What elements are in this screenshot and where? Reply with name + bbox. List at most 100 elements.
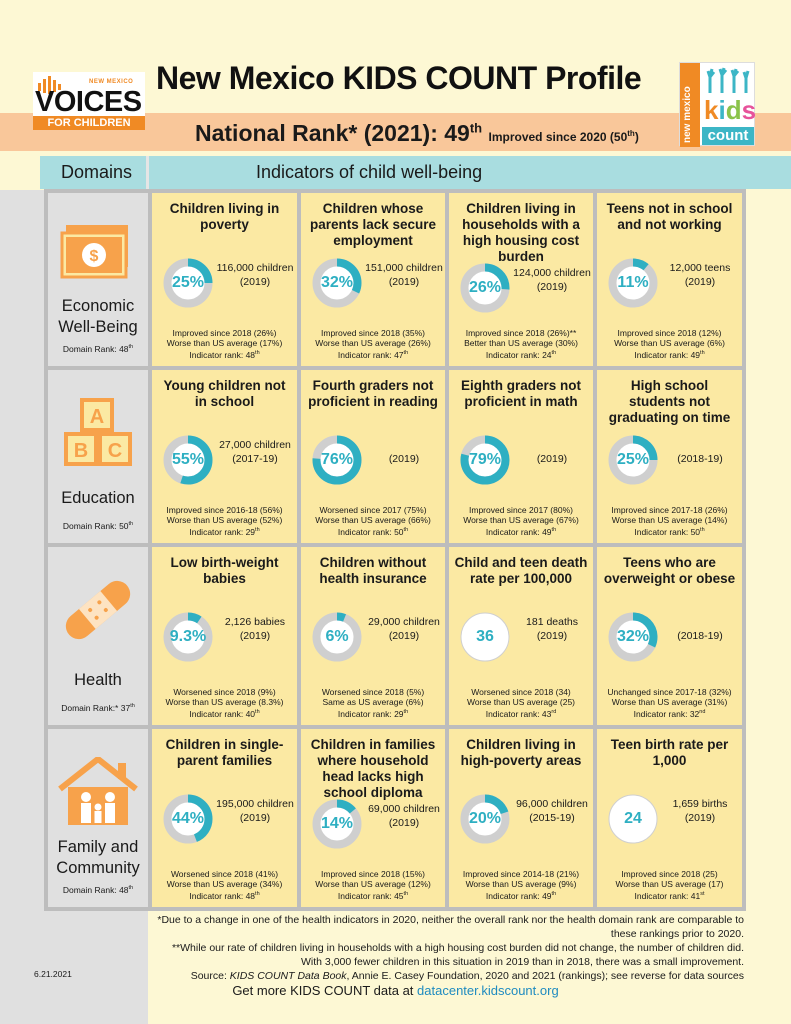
domain-cell-education: A B C Education Domain Rank: 50th bbox=[48, 370, 148, 543]
indicator-cell-child-and-teen-death-rate-per-100-000: Child and teen death rate per 100,000 36 1… bbox=[449, 547, 593, 725]
indicator-value: 24 bbox=[624, 810, 642, 827]
indicator-cell-young-children-not-in-school: Young children not in school 55% 27,000 ch… bbox=[152, 370, 297, 543]
indicator-cell-teens-who-are-overweight-or-obese: Teens who are overweight or obese 32% (201… bbox=[597, 547, 742, 725]
indicator-value: 20% bbox=[468, 810, 502, 827]
indicator-notes: Improved since 2017 (80%) Worse than US a… bbox=[463, 505, 579, 537]
percent-donut bbox=[163, 794, 213, 844]
indicator-value: 14% bbox=[320, 815, 354, 832]
page-title: New Mexico KIDS COUNT Profile bbox=[156, 60, 642, 96]
domain-name: Economic Well-Being bbox=[58, 297, 138, 336]
indicator-notes: Worsened since 2017 (75%) Worse than US a… bbox=[315, 505, 431, 537]
indicator-title: Children in families where household hea… bbox=[310, 737, 436, 800]
indicators-header: Indicators of child well-being bbox=[256, 162, 483, 182]
indicator-notes: Improved since 2018 (35%) Worse than US a… bbox=[315, 328, 431, 360]
domain-name: Family and Community bbox=[56, 838, 140, 877]
indicator-count: (2018-19) bbox=[677, 630, 723, 642]
indicator-value: 76% bbox=[320, 451, 354, 468]
national-rank: National Rank* (2021): 49th Improved sin… bbox=[195, 120, 639, 146]
donut-fill bbox=[460, 794, 510, 844]
donut-fill bbox=[312, 799, 362, 849]
indicator-value: 36 bbox=[476, 628, 494, 645]
domain-name: Health bbox=[74, 671, 122, 689]
indicator-value: 6% bbox=[325, 628, 349, 645]
indicator-value: 25% bbox=[171, 274, 205, 291]
percent-donut bbox=[312, 799, 362, 849]
indicator-cell-children-living-in-poverty: Children living in poverty 25% 116,000 chi… bbox=[152, 193, 297, 366]
logo-new-mexico: NEW MEXICO bbox=[89, 79, 134, 85]
domain-rank: Domain Rank:* 37th bbox=[61, 703, 135, 713]
indicator-cell-high-school-students-not-graduating-on-time: High school students not graduating on t… bbox=[597, 370, 742, 543]
indicator-grid: $ Economic Well-Being Domain Rank: 48th Chil… bbox=[44, 189, 746, 911]
indicator-count: 2,126 babies (2019) bbox=[224, 616, 286, 642]
indicator-title: Fourth graders not proficient in reading bbox=[308, 378, 438, 409]
indicator-title: Low birth-weight babies bbox=[170, 555, 279, 586]
value-circle bbox=[608, 794, 658, 844]
indicator-count: 116,000 children (2019) bbox=[216, 262, 294, 288]
donut-fill bbox=[608, 435, 658, 485]
more-data-line: Get more KIDS COUNT data at datacenter.k… bbox=[232, 983, 559, 998]
percent-donut bbox=[312, 258, 362, 308]
kidscount-link[interactable]: datacenter.kidscount.org bbox=[417, 983, 559, 998]
voices-for-children-logo: NEW MEXICO VOICES FOR CHILDREN bbox=[33, 72, 145, 130]
donut-fill bbox=[163, 435, 213, 485]
indicator-value: 26% bbox=[468, 279, 502, 296]
donut-fill bbox=[608, 612, 658, 662]
raised-hands-icon bbox=[706, 67, 750, 93]
indicator-cell-teens-not-in-school-and-not-working: Teens not in school and not working 11% 12… bbox=[597, 193, 742, 366]
indicator-title: Children in single-parent families bbox=[165, 737, 284, 768]
logo-voices: VOICES bbox=[35, 86, 142, 118]
svg-text:B: B bbox=[74, 440, 88, 462]
domain-name: Education bbox=[61, 489, 135, 507]
indicator-value: 32% bbox=[616, 628, 650, 645]
indicator-count: 29,000 children (2019) bbox=[368, 616, 440, 642]
indicator-cell-teen-birth-rate-per-1-000: Teen birth rate per 1,000 24 1,659 births(… bbox=[597, 729, 742, 907]
indicator-cell-low-birth-weight-babies: Low birth-weight babies 9.3% 2,126 babies(… bbox=[152, 547, 297, 725]
indicator-title: Children living in households with a hig… bbox=[462, 201, 580, 264]
indicator-title: Children living in high-poverty areas bbox=[460, 737, 582, 768]
indicator-count: 69,000 children (2019) bbox=[368, 803, 440, 829]
indicator-cell-children-without-health-insurance: Children without health insurance 6% 29,00… bbox=[301, 547, 445, 725]
logo-for-children: FOR CHILDREN bbox=[33, 116, 145, 130]
domain-rank: Domain Rank: 48th bbox=[62, 885, 134, 895]
donut-fill bbox=[163, 258, 213, 308]
indicator-value: 11% bbox=[617, 274, 649, 291]
percent-donut bbox=[460, 263, 510, 313]
indicator-cell-fourth-graders-not-proficient-in-reading: Fourth graders not proficient in reading… bbox=[301, 370, 445, 543]
indicator-count: (2019) bbox=[388, 453, 420, 465]
footnote-1: *Due to a change in one of the health in… bbox=[157, 914, 744, 940]
indicator-count: 151,000 children (2019) bbox=[365, 262, 443, 288]
indicator-notes: Improved since 2018 (26%) Worse than US a… bbox=[166, 328, 283, 360]
indicator-count: 195,000 children (2019) bbox=[216, 798, 294, 824]
logo-side-text: new mexico bbox=[682, 86, 693, 143]
indicator-notes: Improved since 2017-18 (26%) Worse than U… bbox=[611, 505, 728, 537]
donut-fill bbox=[608, 258, 658, 308]
footnote-2: **While our rate of children living in h… bbox=[171, 942, 744, 968]
indicator-title: Young children not in school bbox=[163, 378, 286, 409]
percent-donut bbox=[312, 435, 362, 485]
indicator-title: Teens not in school and not working bbox=[606, 201, 733, 232]
indicator-notes: Improved since 2018 (15%) Worse than US a… bbox=[315, 869, 431, 901]
house-family-icon bbox=[56, 755, 140, 827]
indicator-notes: Worsened since 2018 (5%) Same as US avera… bbox=[321, 687, 425, 719]
indicator-count: 1,659 births (2019) bbox=[672, 798, 728, 824]
donut-fill bbox=[163, 612, 213, 662]
logo-count: count bbox=[702, 127, 754, 145]
svg-text:C: C bbox=[108, 440, 122, 462]
indicator-notes: Improved since 2014-18 (21%) Worse than U… bbox=[462, 869, 580, 901]
indicator-value: 55% bbox=[171, 451, 205, 468]
indicator-cell-children-living-in-households-with-a-high-housing-cost-burden: Children living in households with a hig… bbox=[449, 193, 593, 366]
indicator-title: Teen birth rate per 1,000 bbox=[610, 737, 729, 768]
donut-fill bbox=[312, 435, 362, 485]
indicator-notes: Worsened since 2018 (9%) Worse than US av… bbox=[165, 687, 284, 719]
nm-kids-count-logo: new mexico kids count bbox=[679, 62, 756, 147]
donut-fill bbox=[460, 435, 510, 485]
indicator-cell-children-in-single-parent-families: Children in single-parent families 44% 195… bbox=[152, 729, 297, 907]
percent-donut bbox=[460, 794, 510, 844]
indicator-value: 9.3% bbox=[169, 628, 207, 645]
indicator-count: 124,000 children (2019) bbox=[513, 267, 591, 293]
domain-cell-economic-well-being: $ Economic Well-Being Domain Rank: 48th bbox=[48, 193, 148, 366]
indicator-notes: Unchanged since 2017-18 (32%) Worse than … bbox=[607, 687, 732, 719]
indicator-value: 25% bbox=[616, 451, 650, 468]
table-header-bar bbox=[40, 156, 791, 189]
